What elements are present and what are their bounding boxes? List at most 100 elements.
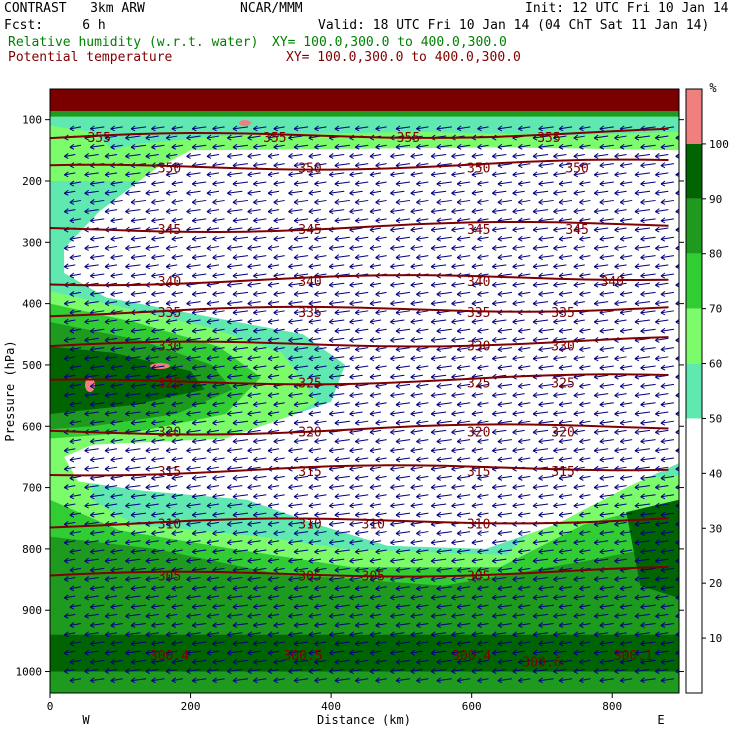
wind-vector — [375, 549, 387, 553]
wind-vector — [457, 678, 471, 682]
wind-vector — [640, 291, 656, 295]
wind-arrowhead — [247, 576, 253, 583]
wind-arrowhead — [63, 612, 69, 619]
wind-vector — [558, 402, 573, 406]
wind-arrowhead — [206, 392, 212, 399]
wind-arrowhead — [375, 199, 380, 205]
wind-vector — [553, 153, 567, 157]
wind-vector — [599, 402, 614, 406]
wind-arrowhead — [538, 585, 543, 592]
wind-vector — [110, 475, 123, 479]
wind-vector — [390, 632, 405, 636]
wind-arrowhead — [151, 291, 156, 297]
y-tick-label: 200 — [22, 175, 42, 188]
wind-arrowhead — [334, 291, 340, 297]
wind-vector — [84, 411, 99, 415]
wind-arrowhead — [553, 263, 558, 270]
wind-vector — [614, 153, 627, 157]
wind-vector — [477, 328, 489, 332]
wind-vector — [573, 669, 585, 673]
wind-arrowhead — [110, 419, 115, 426]
wind-vector — [532, 595, 549, 599]
wind-vector — [660, 163, 675, 167]
wind-vector — [451, 209, 465, 213]
wind-arrowhead — [497, 677, 503, 684]
wind-vector — [395, 347, 411, 351]
wind-arrowhead — [390, 281, 395, 288]
wind-vector — [675, 652, 679, 654]
wind-arrowhead — [660, 622, 666, 628]
wind-vector — [294, 365, 309, 369]
wind-arrowhead — [436, 530, 442, 537]
theta-contour-label: 355 — [537, 131, 560, 146]
wind-arrowhead — [63, 153, 69, 159]
wind-vector — [145, 190, 159, 194]
wind-arrowhead — [471, 355, 477, 362]
wind-vector — [634, 448, 651, 452]
wind-arrowhead — [655, 300, 660, 307]
wind-arrowhead — [375, 622, 380, 628]
wind-arrowhead — [273, 309, 279, 316]
wind-arrowhead — [110, 622, 115, 628]
wind-vector — [232, 512, 249, 516]
wind-vector — [212, 163, 225, 167]
wind-vector — [390, 577, 405, 581]
wind-vector — [518, 402, 531, 406]
wind-arrowhead — [247, 502, 253, 509]
wind-vector — [314, 199, 327, 203]
wind-arrowhead — [273, 235, 279, 242]
wind-vector — [192, 531, 207, 535]
wind-arrowhead — [369, 281, 375, 288]
wind-arrowhead — [430, 355, 436, 362]
wind-vector — [288, 540, 303, 544]
wind-arrowhead — [151, 364, 156, 371]
wind-arrowhead — [512, 502, 517, 509]
wind-vector — [457, 494, 471, 498]
wind-vector — [104, 632, 118, 636]
wind-arrowhead — [165, 300, 171, 307]
wind-arrowhead — [451, 300, 456, 307]
wind-vector — [308, 190, 321, 194]
wind-vector — [268, 301, 280, 305]
wind-arrowhead — [558, 180, 564, 187]
wind-vector — [84, 521, 99, 525]
wind-vector — [558, 347, 573, 351]
wind-arrowhead — [532, 631, 538, 638]
wind-vector — [640, 586, 656, 590]
wind-vector — [125, 301, 141, 305]
wind-arrowhead — [451, 355, 456, 362]
wind-vector — [431, 393, 447, 397]
wind-vector — [620, 475, 633, 479]
wind-vector — [247, 153, 261, 157]
wind-arrowhead — [328, 612, 334, 619]
model-title: CONTRAST 3km ARW — [4, 1, 145, 16]
wind-arrowhead — [151, 217, 156, 224]
wind-vector — [410, 503, 423, 507]
wind-vector — [253, 402, 267, 406]
wind-arrowhead — [84, 631, 89, 638]
wind-vector — [247, 135, 261, 139]
wind-arrowhead — [349, 263, 354, 270]
wind-vector — [268, 448, 280, 452]
wind-vector — [192, 365, 207, 369]
wind-arrowhead — [655, 392, 660, 399]
wind-arrowhead — [619, 603, 625, 610]
wind-vector — [553, 337, 567, 341]
wind-arrowhead — [125, 373, 130, 380]
wind-arrowhead — [354, 346, 360, 353]
wind-arrowhead — [512, 355, 517, 362]
wind-vector — [206, 429, 220, 433]
wind-vector — [436, 457, 452, 461]
wind-arrowhead — [349, 245, 354, 251]
wind-arrowhead — [655, 668, 660, 674]
wind-vector — [477, 365, 489, 369]
wind-vector — [125, 669, 141, 673]
wind-arrowhead — [395, 530, 401, 537]
wind-arrowhead — [660, 493, 666, 500]
wind-arrowhead — [579, 677, 584, 684]
wind-vector — [69, 218, 82, 222]
wind-vector — [69, 531, 82, 535]
wind-vector — [308, 650, 321, 654]
wind-arrowhead — [104, 171, 110, 178]
wind-arrowhead — [63, 447, 69, 454]
